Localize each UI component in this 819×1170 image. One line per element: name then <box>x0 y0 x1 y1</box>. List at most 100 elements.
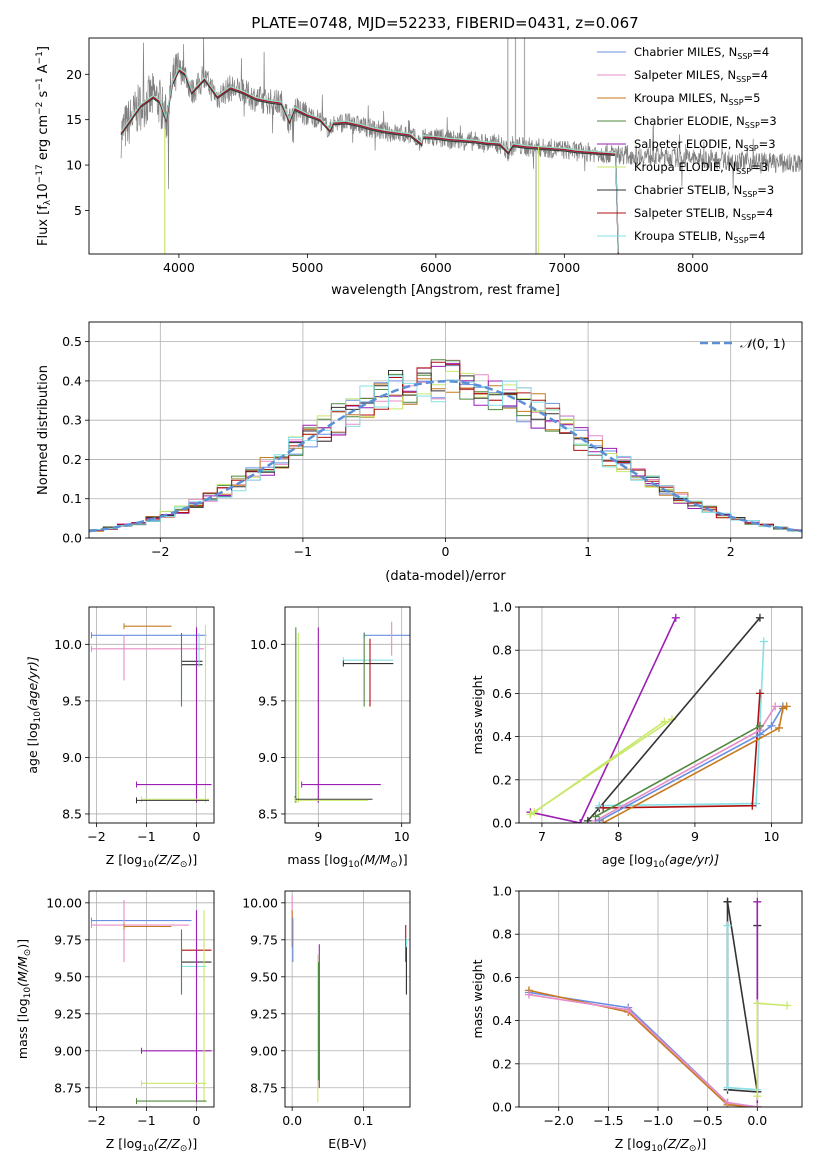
legend-entry: Kroupa STELIB, NSSP=4 <box>634 229 765 245</box>
y-tick-label: 8.5 <box>62 806 82 821</box>
label-part: mass weight <box>470 675 485 754</box>
x-tick-label: 7 <box>538 829 546 844</box>
label-part: Chabrier ELODIE, N <box>634 114 745 128</box>
x-axis-label: Z [log10(Z/Z⊙)] <box>106 1136 197 1154</box>
y-tick-label: 0.1 <box>62 491 82 506</box>
y-tick-label: 9.50 <box>54 969 82 984</box>
label-part: A <box>36 64 51 77</box>
label-part: =4 <box>752 45 769 59</box>
label-part: )] <box>15 939 30 949</box>
x-tick-label: −1.0 <box>643 1113 673 1128</box>
x-tick-label: −2.0 <box>544 1113 574 1128</box>
y-tick-label: 1.0 <box>492 884 512 899</box>
label-part: −2 <box>35 102 45 115</box>
legend-entry: Chabrier STELIB, NSSP=3 <box>634 183 774 199</box>
weight-line <box>528 989 758 1107</box>
point-marker <box>755 613 764 622</box>
label-part: )] <box>398 852 408 867</box>
point-marker <box>599 803 608 812</box>
y-tick-label: 10 <box>66 158 82 173</box>
label-part: age [log <box>602 852 653 867</box>
point-marker <box>753 897 762 906</box>
label-part: )] <box>187 1136 197 1151</box>
legend-entry: Salpeter MILES, NSSP=4 <box>634 68 768 84</box>
label-part: 10 <box>651 1144 663 1154</box>
plot-area <box>524 897 792 1107</box>
point-marker <box>753 999 762 1008</box>
y-tick-label: 8.75 <box>54 1080 82 1095</box>
data-spectrum-line <box>120 38 802 190</box>
x-axis-label: mass [log10(M/M⊙)] <box>287 852 407 870</box>
point-marker <box>576 819 585 823</box>
label-part: (M/M <box>360 852 391 867</box>
label-part: 10 <box>348 860 360 870</box>
y-tick-label: 0.2 <box>62 452 82 467</box>
y-tick-label: 0.6 <box>492 970 512 985</box>
label-part: Kroupa MILES, N <box>634 91 729 105</box>
x-tick-label: 2 <box>727 544 735 559</box>
label-part: ⊙ <box>689 1144 697 1154</box>
y-tick-label: 0.5 <box>62 334 82 349</box>
x-tick-label: −1 <box>137 829 155 844</box>
weight-line <box>756 1002 788 1097</box>
label-part: −17 <box>35 164 45 183</box>
label-part: (Z/Z <box>663 1136 690 1151</box>
label-part: Z [log <box>106 1136 142 1151</box>
label-part: Chabrier STELIB, N <box>634 183 742 197</box>
ebv-mass-panel: 0.0 0.1 8.75 9.00 9.25 9.50 9.75 10.00 E(B-V) <box>242 890 411 1151</box>
plot-area <box>294 621 410 804</box>
y-tick-label: 15 <box>66 112 82 127</box>
y-tick-label: 20 <box>66 67 82 82</box>
x-tick-label: 0.1 <box>354 1113 374 1128</box>
y-tick-label: 8.5 <box>258 806 278 821</box>
label-part: ⊙ <box>23 949 33 957</box>
label-part: ⊙ <box>390 860 398 870</box>
label-part: mass [log <box>287 852 348 867</box>
axes-frame <box>88 606 215 824</box>
point-marker <box>755 730 764 739</box>
label-part: =4 <box>751 68 768 82</box>
y-tick-label: 0.2 <box>492 1056 512 1071</box>
y-tick-label: 9.50 <box>250 969 278 984</box>
label-part: SSP <box>736 167 751 176</box>
label-part: (0, 1) <box>752 336 786 351</box>
point-marker <box>783 1001 792 1010</box>
x-tick-label: −1 <box>294 544 312 559</box>
point-marker <box>723 1083 732 1092</box>
weight-line <box>598 705 784 822</box>
y-tick-label: 9.00 <box>54 1043 82 1058</box>
point-marker <box>753 1092 762 1101</box>
legend-entry: Kroupa MILES, NSSP=5 <box>634 91 760 107</box>
y-tick-label: 10.00 <box>242 895 278 910</box>
point-marker <box>755 689 764 698</box>
y-tick-label: 9.0 <box>258 750 278 765</box>
y-axis-label: mass [log10(M/M⊙)] <box>15 939 33 1059</box>
y-tick-label: 9.00 <box>250 1043 278 1058</box>
label-part: SSP <box>742 190 757 199</box>
x-tick-label: 0 <box>193 829 201 844</box>
weight-line <box>528 991 758 1107</box>
point-marker <box>671 613 680 622</box>
weight-line <box>595 725 761 818</box>
x-tick-label: 9 <box>314 829 322 844</box>
model-curve <box>120 70 619 254</box>
legend-entry: Chabrier MILES, NSSP=4 <box>634 45 769 61</box>
residuals-panel: −2 −1 0 1 2 0.0 0.1 0.2 0.3 0.4 0.5 𝒩(0, 1) (data-mo… <box>36 321 803 584</box>
label-part: Kroupa STELIB, N <box>634 229 734 243</box>
x-tick-label: 4000 <box>163 260 195 275</box>
legend-entry: Chabrier ELODIE, NSSP=3 <box>634 114 777 130</box>
label-part: SSP <box>734 236 749 245</box>
x-tick-label: 1 <box>584 544 592 559</box>
weight-line <box>530 617 677 823</box>
y-tick-label: 0.4 <box>492 1013 512 1028</box>
label-part: s <box>36 90 51 101</box>
label-part: =3 <box>757 183 774 197</box>
legend-entry: Kroupa ELODIE, NSSP=3 <box>634 160 768 176</box>
label-part: λ <box>43 199 53 205</box>
x-tick-label: 8 <box>614 829 622 844</box>
x-tick-label: 0 <box>193 1113 201 1128</box>
label-part: =3 <box>759 137 776 151</box>
y-tick-label: 10.00 <box>46 895 82 910</box>
